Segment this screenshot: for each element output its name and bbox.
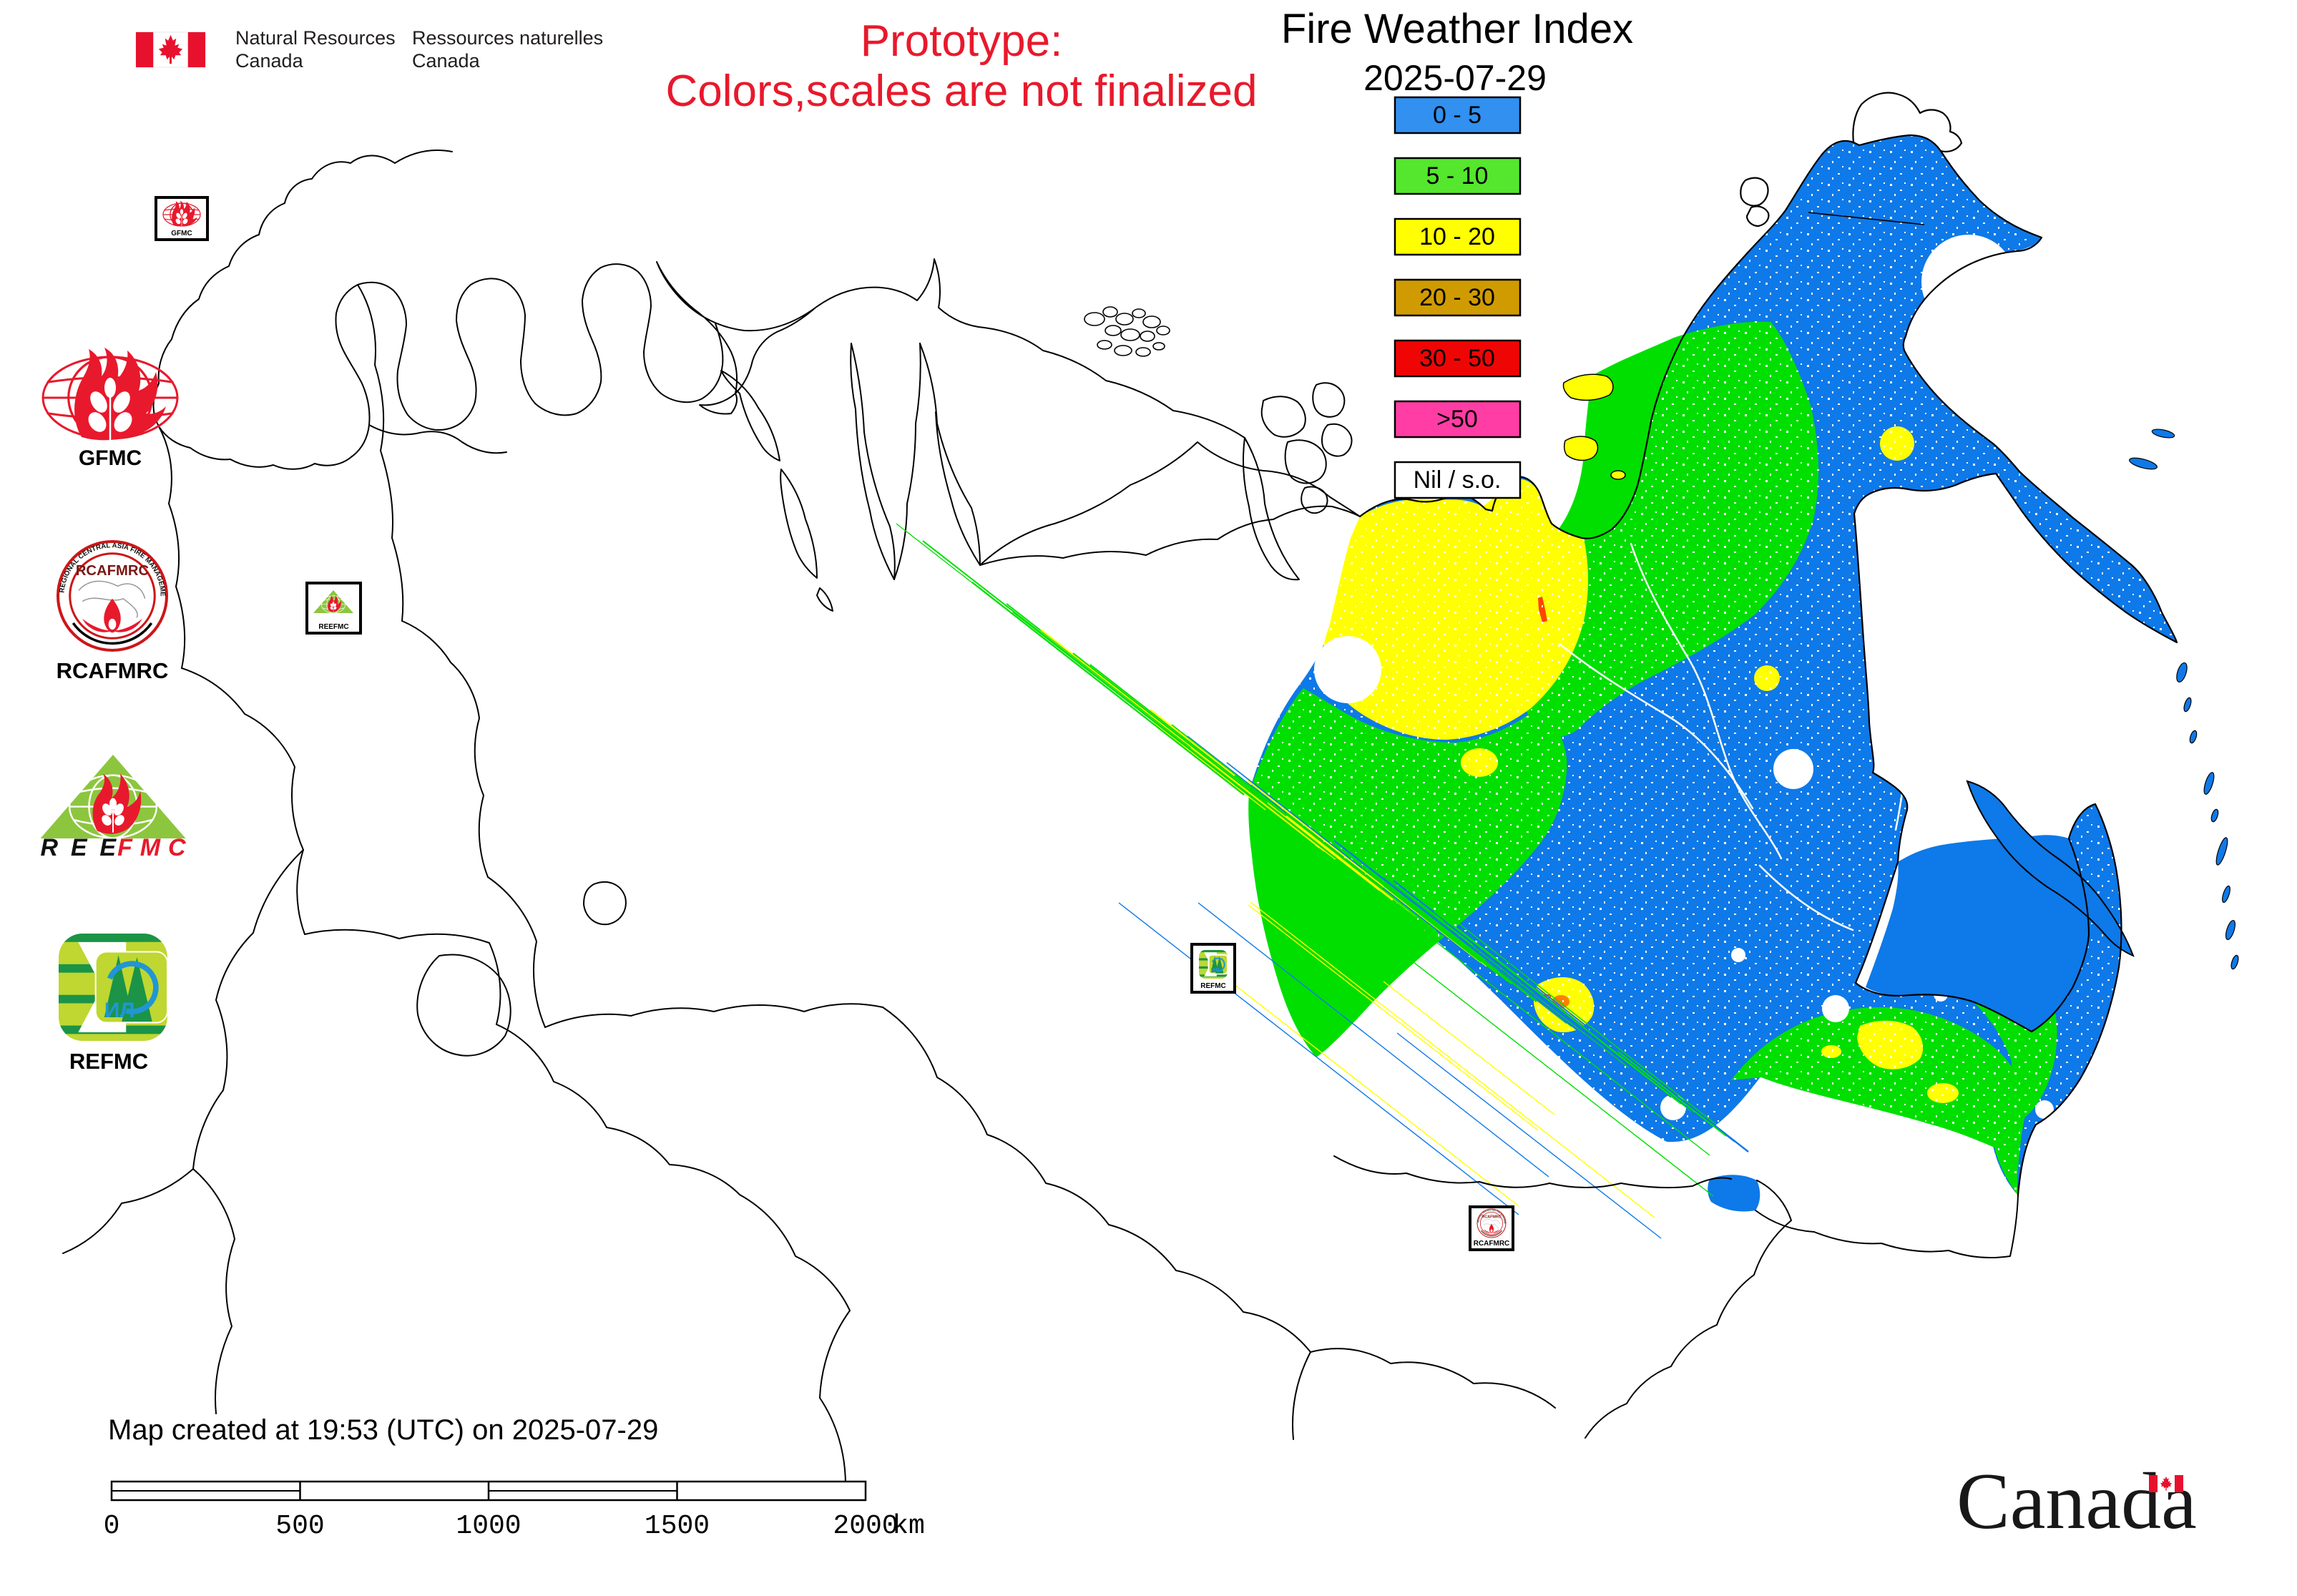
svg-text:0: 0 [104,1511,120,1542]
svg-text:Canada: Canada [235,50,304,72]
svg-text:Colors,scales are not finalize: Colors,scales are not finalized [665,67,1257,116]
svg-text:RCAFMRC: RCAFMRC [1474,1240,1510,1248]
svg-text:30 - 50: 30 - 50 [1419,345,1495,372]
svg-text:REEFMC: REEFMC [318,623,348,631]
svg-text:RCAFMRC: RCAFMRC [57,658,169,683]
svg-text:10 - 20: 10 - 20 [1419,223,1495,250]
svg-text:GFMC: GFMC [171,230,192,238]
svg-text:Natural Resources: Natural Resources [235,27,396,49]
svg-text:2000: 2000 [833,1511,898,1542]
svg-text:Nil / s.o.: Nil / s.o. [1414,466,1502,494]
svg-text:1500: 1500 [645,1511,710,1542]
svg-text:Map created at 19:53 (UTC) on: Map created at 19:53 (UTC) on 2025-07-29 [108,1414,658,1446]
svg-text:REE: REE [41,834,117,861]
svg-text:FMC: FMC [117,834,186,861]
svg-text:Canada: Canada [1956,1457,2197,1546]
svg-text:REFMC: REFMC [69,1049,148,1074]
svg-text:km: km [892,1511,925,1542]
svg-text:RCAFMRC: RCAFMRC [1482,1215,1502,1219]
svg-text:Canada: Canada [412,50,481,72]
svg-text:REFMC: REFMC [1200,982,1226,990]
svg-text:1000: 1000 [456,1511,521,1542]
svg-text:>50: >50 [1436,406,1478,433]
svg-text:0 - 5: 0 - 5 [1433,102,1481,129]
svg-text:Ressources naturelles: Ressources naturelles [412,27,603,49]
svg-text:RCAFMRC: RCAFMRC [76,563,150,579]
svg-text:5 - 10: 5 - 10 [1426,162,1489,190]
svg-text:20 - 30: 20 - 30 [1419,284,1495,311]
svg-text:GFMC: GFMC [79,446,142,470]
svg-text:Prototype:: Prototype: [861,16,1063,66]
svg-text:ИЛ: ИЛ [104,999,135,1022]
svg-text:ИЛ: ИЛ [1211,967,1220,974]
svg-text:500: 500 [275,1511,324,1542]
svg-text:Fire Weather Index: Fire Weather Index [1281,6,1633,52]
svg-text:2025-07-29: 2025-07-29 [1363,58,1547,98]
